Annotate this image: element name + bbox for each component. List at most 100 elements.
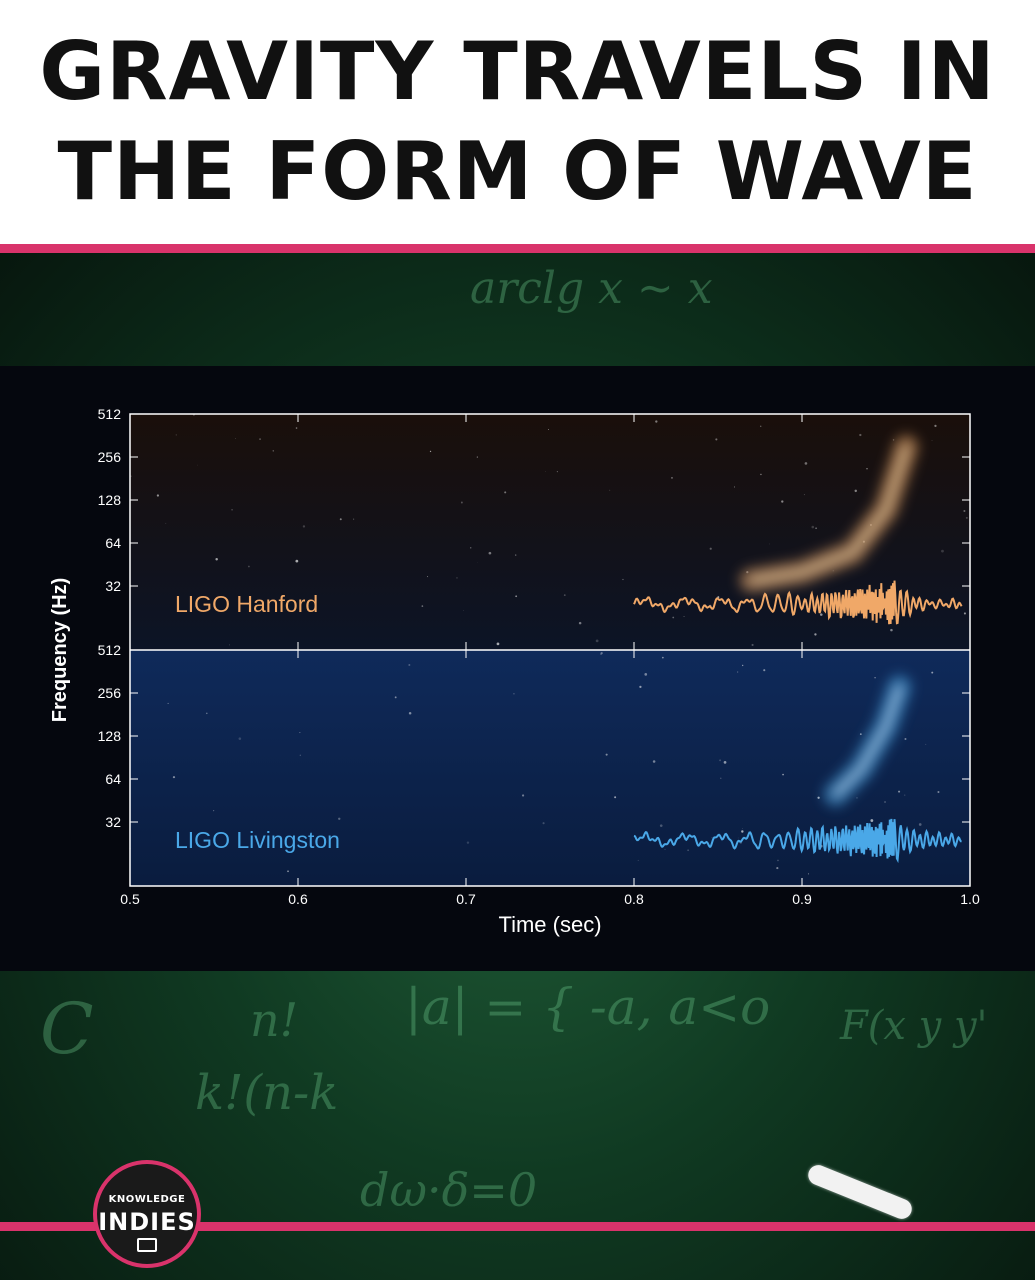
star-speck bbox=[892, 439, 895, 441]
star-speck bbox=[776, 866, 779, 870]
star-speck bbox=[338, 817, 341, 820]
star-speck bbox=[353, 518, 355, 520]
star-speck bbox=[235, 438, 236, 439]
star-speck bbox=[556, 471, 558, 473]
title-line-2: THE FORM OF WAVE bbox=[57, 125, 978, 218]
star-speck bbox=[720, 777, 722, 779]
star-speck bbox=[172, 776, 176, 779]
star-speck bbox=[206, 712, 208, 715]
y-tick-label: 32 bbox=[105, 578, 121, 594]
star-speck bbox=[769, 543, 770, 545]
star-speck bbox=[737, 671, 739, 673]
star-speck bbox=[904, 737, 907, 740]
waveform-trace bbox=[633, 580, 963, 625]
star-speck bbox=[504, 491, 507, 494]
star-speck bbox=[683, 616, 685, 617]
star-speck bbox=[463, 610, 464, 611]
star-speck bbox=[470, 547, 472, 549]
star-speck bbox=[742, 827, 743, 829]
star-speck bbox=[814, 633, 817, 636]
chalk-formula-right: F(x y y' bbox=[840, 1003, 988, 1049]
star-speck bbox=[644, 673, 648, 676]
star-speck bbox=[804, 462, 808, 465]
chalk-formula-top: arclg x ~ x bbox=[470, 263, 713, 314]
star-speck bbox=[339, 518, 342, 521]
star-speck bbox=[496, 642, 500, 646]
star-speck bbox=[890, 628, 893, 632]
y-tick-label: 128 bbox=[98, 492, 122, 508]
star-speck bbox=[488, 551, 492, 555]
star-speck bbox=[197, 464, 198, 466]
star-speck bbox=[600, 653, 602, 655]
bottom-divider bbox=[0, 1222, 1035, 1231]
star-speck bbox=[513, 693, 515, 695]
star-speck bbox=[655, 420, 658, 423]
star-speck bbox=[272, 450, 274, 452]
star-speck bbox=[259, 438, 261, 440]
star-speck bbox=[719, 759, 722, 762]
star-speck bbox=[934, 424, 937, 428]
y-tick-label: 64 bbox=[105, 771, 121, 787]
star-speck bbox=[542, 822, 545, 825]
spectrogram-chart: LIGO Hanford 512 256 128 64 32 LIGO Livingston… bbox=[49, 406, 980, 937]
star-speck bbox=[807, 873, 809, 875]
title-line-1: GRAVITY TRAVELS IN bbox=[39, 25, 996, 118]
star-speck bbox=[287, 870, 289, 873]
star-speck bbox=[295, 427, 298, 429]
star-speck bbox=[167, 702, 169, 705]
star-speck bbox=[931, 671, 934, 674]
y-tick-label: 512 bbox=[98, 642, 122, 658]
star-speck bbox=[563, 594, 566, 597]
star-speck bbox=[421, 605, 424, 607]
star-speck bbox=[460, 501, 463, 504]
star-speck bbox=[302, 525, 306, 528]
star-speck bbox=[456, 577, 458, 579]
star-speck bbox=[661, 656, 664, 659]
star-speck bbox=[659, 824, 663, 827]
chalk-formula-left: C bbox=[40, 988, 94, 1070]
star-speck bbox=[925, 743, 927, 745]
star-speck bbox=[884, 801, 886, 803]
star-speck bbox=[734, 486, 735, 488]
star-speck bbox=[760, 473, 762, 476]
star-speck bbox=[709, 547, 712, 550]
chalk-formula-mid: |a| = { -a, a<o bbox=[405, 978, 771, 1036]
chirp-core bbox=[748, 444, 910, 584]
star-speck bbox=[231, 508, 233, 511]
star-speck bbox=[817, 796, 820, 799]
star-speck bbox=[965, 516, 968, 519]
star-speck bbox=[408, 711, 412, 715]
star-speck bbox=[515, 554, 517, 556]
star-speck bbox=[687, 849, 689, 852]
star-speck bbox=[918, 823, 922, 826]
star-speck bbox=[671, 477, 673, 479]
star-speck bbox=[741, 830, 744, 833]
star-speck bbox=[578, 621, 582, 625]
star-speck bbox=[165, 522, 167, 524]
star-speck bbox=[299, 731, 301, 734]
x-tick-label: 0.5 bbox=[120, 891, 140, 907]
star-speck bbox=[595, 639, 599, 643]
star-speck bbox=[937, 791, 940, 794]
star-speck bbox=[429, 450, 432, 453]
star-speck bbox=[614, 796, 617, 799]
star-speck bbox=[963, 612, 966, 615]
logo-line-2: INDIES bbox=[98, 1208, 196, 1236]
chalk-fraction-bottom: k!(n-k bbox=[195, 1065, 339, 1121]
star-speck bbox=[777, 859, 779, 862]
x-tick-label: 1.0 bbox=[960, 891, 980, 907]
star-speck bbox=[622, 578, 624, 581]
star-speck bbox=[515, 595, 518, 598]
page-title: GRAVITY TRAVELS IN THE FORM OF WAVE bbox=[0, 22, 1035, 222]
waveform-trace bbox=[633, 818, 962, 864]
star-speck bbox=[637, 859, 639, 861]
x-axis-label: Time (sec) bbox=[498, 912, 601, 937]
y-tick-label: 128 bbox=[98, 728, 122, 744]
star-speck bbox=[763, 669, 766, 672]
star-speck bbox=[248, 565, 250, 568]
star-speck bbox=[859, 733, 862, 735]
star-speck bbox=[870, 819, 874, 822]
star-speck bbox=[229, 644, 230, 646]
star-speck bbox=[803, 494, 805, 496]
y-tick-label: 64 bbox=[105, 535, 121, 551]
